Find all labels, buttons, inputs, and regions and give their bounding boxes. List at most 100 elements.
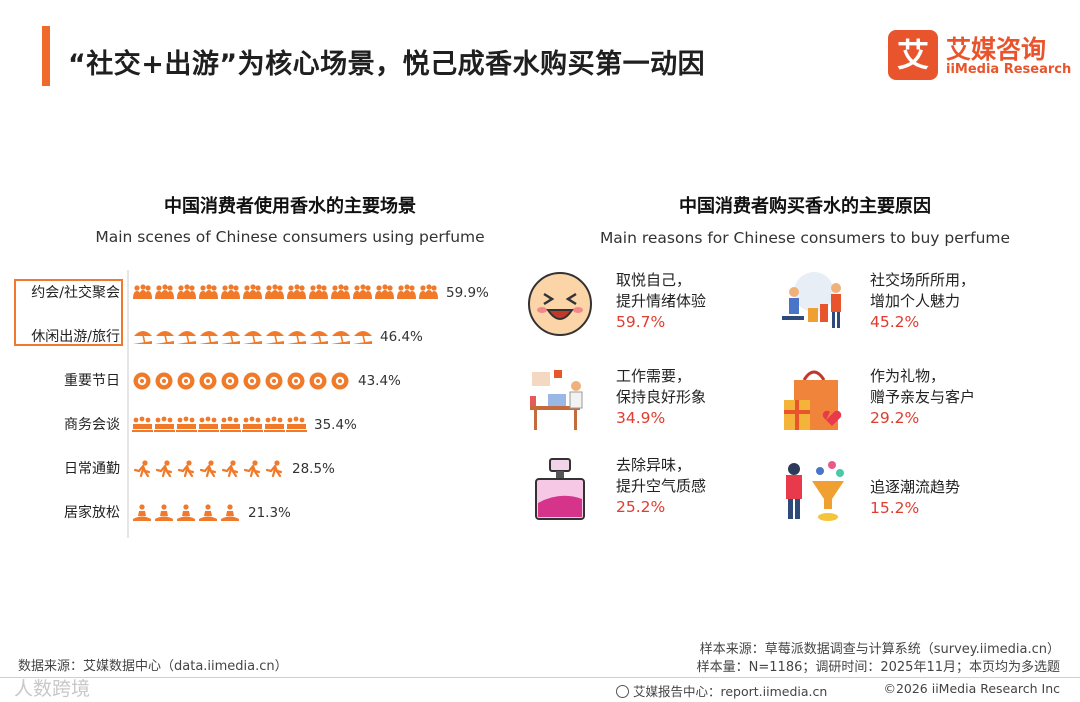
business-meeting-icon xyxy=(242,416,263,432)
chart-row: 重要节日 43.4% xyxy=(64,372,401,390)
category-label: 日常通勤 xyxy=(64,461,120,477)
page-title: “社交+出游”为核心场景，悦己成香水购买第一动因 xyxy=(68,49,706,80)
bar-mark xyxy=(132,416,307,432)
reasons-panel-title: 中国消费者购买香水的主要原因 xyxy=(679,196,931,217)
reason-percent: 45.2% xyxy=(870,313,920,331)
category-label: 商务会谈 xyxy=(64,417,120,433)
footer-divider xyxy=(0,677,1080,678)
beach-umbrella-icon xyxy=(155,331,174,345)
group-of-people-icon xyxy=(243,284,262,299)
scenes-bar-chart: 约会/社交聚会 59.9% 休闲出游/旅行 46.4% 重要节日 43.4% 商务会谈 35.… xyxy=(31,270,489,538)
beach-umbrella-icon xyxy=(177,331,196,345)
business-meeting-icon xyxy=(132,416,153,432)
bar-mark xyxy=(133,372,349,390)
business-meeting-icon xyxy=(286,416,307,432)
beach-umbrella-icon xyxy=(265,331,284,345)
group-of-people-icon xyxy=(309,284,328,299)
commuting-runner-icon xyxy=(265,460,283,478)
group-of-people-icon xyxy=(155,284,174,299)
category-label: 居家放松 xyxy=(64,504,120,521)
business-meeting-icon xyxy=(198,416,219,432)
commuting-runner-icon xyxy=(177,460,195,478)
group-of-people-icon xyxy=(353,284,372,299)
copyright: ©2026 iiMedia Research Inc xyxy=(883,681,1060,696)
value-label: 28.5% xyxy=(292,461,335,477)
beach-umbrella-icon xyxy=(309,331,328,345)
reason-percent: 59.7% xyxy=(616,313,666,331)
reason-percent: 29.2% xyxy=(870,409,920,427)
reason-item: 追逐潮流趋势 15.2% xyxy=(780,455,1030,535)
logo-chinese-name: 艾媒咨询 xyxy=(946,35,1047,64)
commuting-runner-icon xyxy=(243,460,261,478)
chart-row: 休闲出游/旅行 46.4% xyxy=(31,329,423,345)
group-of-people-icon xyxy=(397,284,416,299)
meditation-icon xyxy=(133,504,151,521)
reason-item: 作为礼物， 赠予亲友与客户 29.2% xyxy=(780,366,1030,446)
commuting-runner-icon xyxy=(221,460,239,478)
sample-source: 样本来源：草莓派数据调查与计算系统（survey.iimedia.cn） xyxy=(699,642,1060,657)
reason-line-2: 保持良好形象 xyxy=(616,388,707,406)
sample-size: 样本量：N=1186；调研时间：2025年11月；本页均为多选题 xyxy=(696,660,1060,675)
group-of-people-icon xyxy=(331,284,350,299)
trend-funnel-icon xyxy=(786,461,844,521)
beach-umbrella-icon xyxy=(133,331,152,345)
reason-line-2: 赠予亲友与客户 xyxy=(870,388,976,406)
chart-row: 约会/社交聚会 59.9% xyxy=(31,284,489,301)
value-label: 43.4% xyxy=(358,373,401,389)
reason-line-2: 提升情绪体验 xyxy=(616,292,707,310)
chart-row: 商务会谈 35.4% xyxy=(64,416,357,433)
gift-badge-icon xyxy=(331,372,349,390)
gift-badge-icon xyxy=(133,372,151,390)
gift-badge-icon xyxy=(155,372,173,390)
meditation-icon xyxy=(221,504,239,521)
value-label: 59.9% xyxy=(446,285,489,301)
highlight-frame xyxy=(14,279,123,346)
gift-badge-icon xyxy=(309,372,327,390)
report-center-icon xyxy=(616,685,629,698)
bar-mark xyxy=(133,460,283,478)
scenes-chart-title: 中国消费者使用香水的主要场景 xyxy=(164,196,416,217)
bar-mark xyxy=(133,331,372,345)
business-meeting-icon xyxy=(264,416,285,432)
reason-percent: 25.2% xyxy=(616,498,666,516)
reason-line-2: 增加个人魅力 xyxy=(870,292,961,310)
office-worker-icon xyxy=(530,370,583,430)
perfume-bottle-icon xyxy=(535,458,585,520)
category-label: 约会/社交聚会 xyxy=(31,284,120,301)
meditation-icon xyxy=(155,504,173,521)
gift-badge-icon xyxy=(221,372,239,390)
commuting-runner-icon xyxy=(155,460,173,478)
gift-badge-icon xyxy=(243,372,261,390)
group-of-people-icon xyxy=(265,284,284,299)
reason-percent: 34.9% xyxy=(616,409,666,427)
gift-badge-icon xyxy=(199,372,217,390)
meditation-icon xyxy=(199,504,217,521)
business-meeting-icon xyxy=(154,416,175,432)
bar-mark xyxy=(133,284,438,299)
chart-row: 居家放松 21.3% xyxy=(64,504,291,521)
report-center-text: 艾媒报告中心：report.iimedia.cn xyxy=(633,684,828,699)
business-meeting-icon xyxy=(220,416,241,432)
reason-line-1: 追逐潮流趋势 xyxy=(870,478,961,496)
value-label: 21.3% xyxy=(248,505,291,521)
beach-umbrella-icon xyxy=(221,331,240,345)
value-label: 46.4% xyxy=(380,329,423,345)
watermark-text: 人数跨境 xyxy=(14,678,91,700)
reason-line-1: 作为礼物， xyxy=(870,367,946,385)
beach-umbrella-icon xyxy=(243,331,262,345)
group-of-people-icon xyxy=(199,284,218,299)
beach-umbrella-icon xyxy=(199,331,218,345)
value-label: 35.4% xyxy=(314,417,357,433)
commuting-runner-icon xyxy=(133,460,151,478)
category-label: 休闲出游/旅行 xyxy=(31,329,120,345)
social-shopping-icon xyxy=(782,272,841,328)
group-of-people-icon xyxy=(221,284,240,299)
group-of-people-icon xyxy=(375,284,394,299)
group-of-people-icon xyxy=(419,284,438,299)
title-accent-bar xyxy=(42,26,50,86)
gift-bag-icon xyxy=(784,370,842,430)
gift-badge-icon xyxy=(177,372,195,390)
logo-english-name: iiMedia Research xyxy=(946,62,1072,77)
business-meeting-icon xyxy=(176,416,197,432)
gift-badge-icon xyxy=(287,372,305,390)
